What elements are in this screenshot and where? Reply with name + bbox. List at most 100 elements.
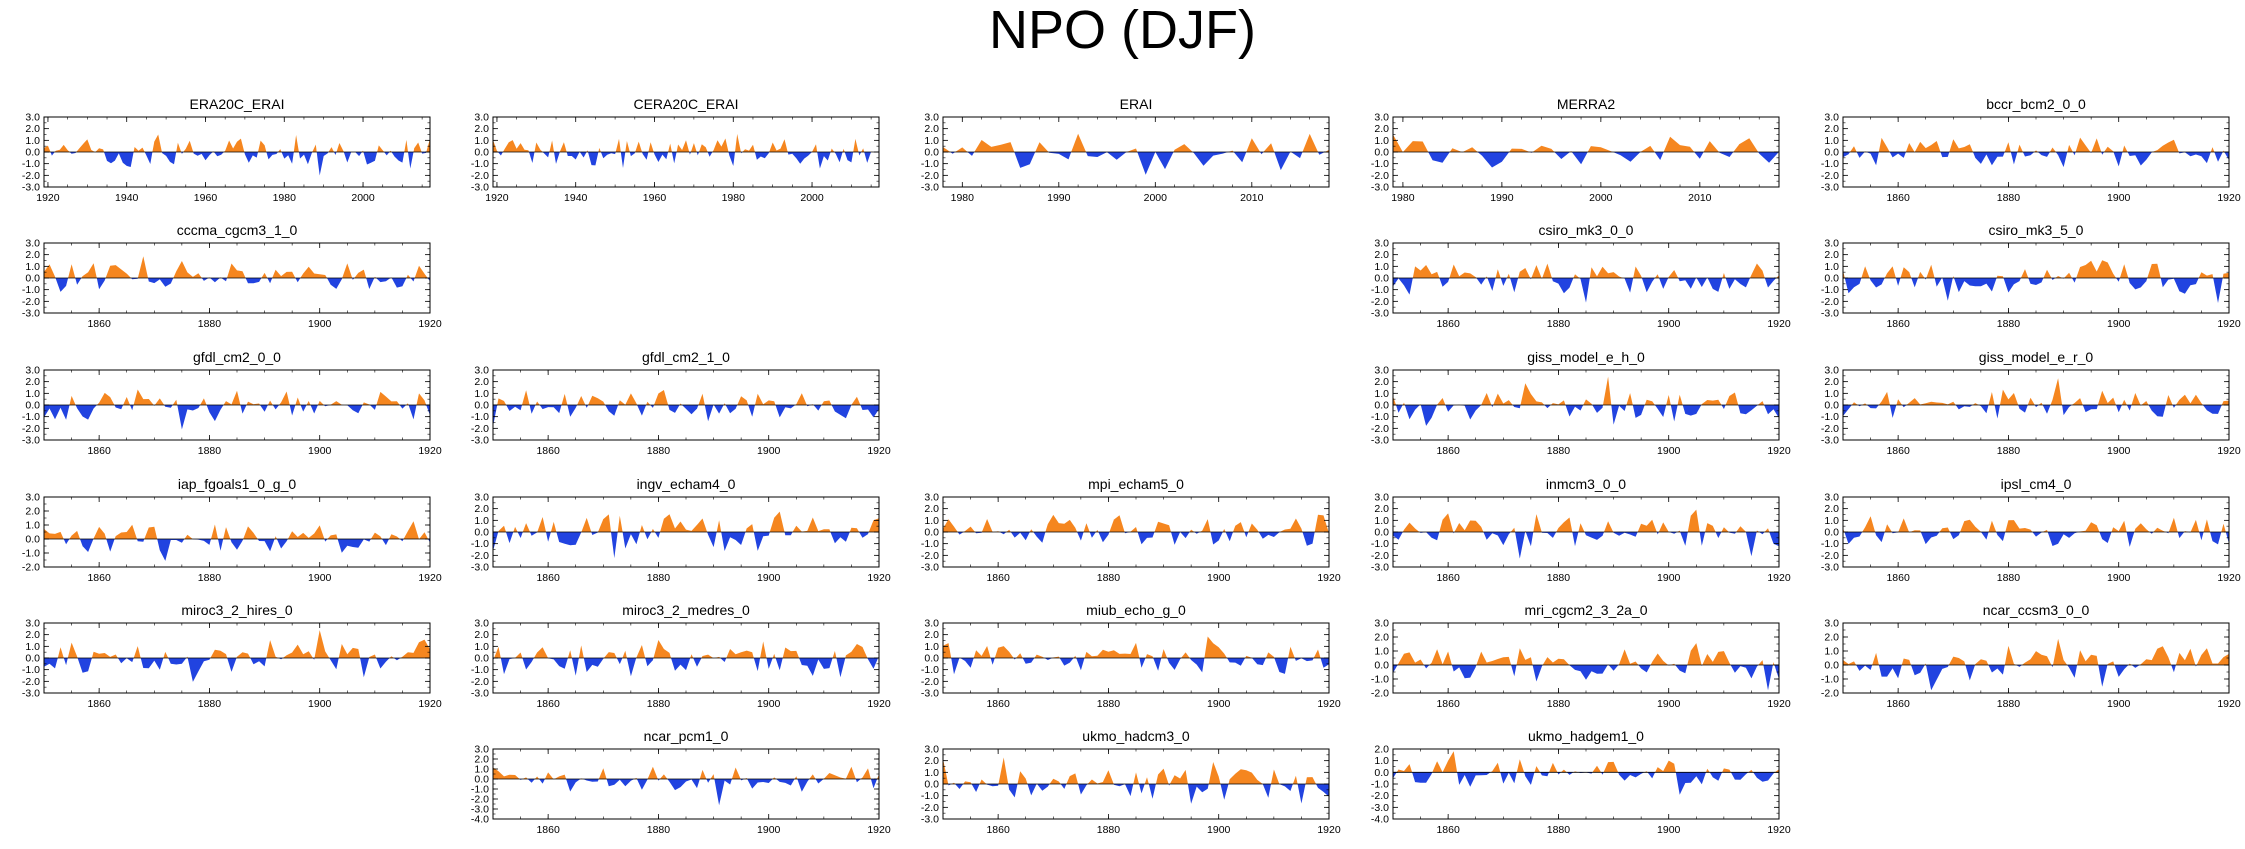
x-tick-label: 2010 [1688, 192, 1712, 204]
positive-anomaly-area [1396, 764, 1413, 773]
positive-anomaly-area [622, 650, 627, 658]
positive-anomaly-area [1109, 515, 1125, 532]
positive-anomaly-area [2064, 272, 2072, 278]
y-tick-label: 3.0 [924, 618, 939, 630]
y-tick-label: -2.0 [921, 802, 939, 814]
positive-anomaly-area [588, 395, 606, 405]
positive-anomaly-area [494, 646, 501, 658]
negative-anomaly-area [2225, 532, 2229, 544]
negative-anomaly-area [667, 779, 700, 791]
positive-anomaly-area [1155, 768, 1169, 784]
y-tick-label: -1.0 [1371, 158, 1389, 170]
negative-anomaly-area [1709, 772, 1723, 781]
negative-anomaly-area [1551, 278, 1574, 294]
negative-anomaly-area [104, 152, 134, 167]
y-tick-label: -1.0 [471, 784, 489, 796]
negative-anomaly-area [813, 405, 822, 411]
positive-anomaly-area [1154, 521, 1171, 532]
x-tick-label: 1920 [867, 824, 891, 836]
negative-anomaly-area [1678, 278, 1696, 289]
negative-anomaly-area [272, 405, 280, 410]
negative-anomaly-area [334, 152, 337, 155]
panel-bccr_bcm2_0_0: bccr_bcm2_0_0 3.02.01.00.0-1.0-2.0-3.0 186… [1821, 96, 2241, 204]
negative-anomaly-area [775, 405, 796, 418]
positive-anomaly-area [1035, 142, 1049, 152]
x-tick-label: 1980 [951, 192, 975, 204]
y-tick-label: -2.0 [1371, 170, 1389, 182]
negative-anomaly-area [1623, 278, 1634, 293]
panel-title: ukmo_hadgem1_0 [1528, 728, 1644, 744]
y-tick-label: 1.0 [1824, 261, 1839, 273]
positive-anomaly-area [578, 645, 584, 658]
negative-anomaly-area [1220, 784, 1229, 800]
y-tick-label: 3.0 [25, 112, 40, 124]
panel-ERAI: ERAI 3.02.01.00.0-1.0-2.0-3.0 1980 1990 2000… [921, 96, 1330, 204]
negative-anomaly-area [245, 278, 262, 284]
x-tick-label: 1990 [1047, 192, 1071, 204]
positive-anomaly-area [2043, 269, 2052, 278]
positive-anomaly-area [782, 647, 800, 658]
negative-anomaly-area [295, 278, 301, 283]
negative-anomaly-area [1227, 658, 1246, 666]
negative-anomaly-area [1044, 658, 1053, 660]
negative-anomaly-area [1973, 152, 2005, 166]
positive-anomaly-area [377, 145, 385, 152]
negative-anomaly-area [720, 658, 727, 662]
positive-anomaly-area [389, 656, 394, 658]
x-tick-label: 1960 [643, 192, 667, 204]
positive-anomaly-area [1901, 658, 1911, 665]
negative-anomaly-area [1532, 665, 1543, 682]
x-tick-label: 1920 [867, 445, 891, 457]
positive-anomaly-area [342, 263, 353, 278]
x-tick-label: 1880 [1547, 318, 1571, 330]
positive-anomaly-area [93, 526, 107, 539]
positive-anomaly-area [618, 393, 638, 405]
negative-anomaly-area [967, 152, 975, 156]
y-tick-label: 1.0 [1824, 388, 1839, 400]
negative-anomaly-area [1037, 784, 1050, 791]
negative-anomaly-area [1027, 784, 1037, 796]
y-tick-label: 0.0 [1824, 527, 1839, 539]
negative-anomaly-area [2099, 532, 2112, 543]
negative-anomaly-area [1866, 152, 1879, 166]
positive-anomaly-area [2221, 400, 2229, 405]
y-tick-label: -2.0 [921, 170, 939, 182]
negative-anomaly-area [693, 658, 702, 667]
positive-anomaly-area [1454, 520, 1484, 532]
panel-title: bccr_bcm2_0_0 [1986, 96, 2086, 112]
x-tick-label: 1920 [36, 192, 60, 204]
x-tick-label: 1900 [757, 445, 781, 457]
positive-anomaly-area [1016, 653, 1023, 658]
negative-anomaly-area [227, 658, 237, 672]
positive-anomaly-area [493, 767, 520, 779]
positive-anomaly-area [550, 521, 557, 532]
negative-anomaly-area [1659, 278, 1669, 289]
panel-inmcm3_0_0: inmcm3_0_0 3.02.01.00.0-1.0-2.0-3.0 1860 18… [1371, 476, 1791, 584]
panel-title: giss_model_e_h_0 [1527, 349, 1645, 365]
negative-anomaly-area [1187, 784, 1209, 804]
negative-anomaly-area [1279, 784, 1293, 791]
positive-anomaly-area [336, 143, 344, 152]
positive-anomaly-area [659, 774, 668, 779]
negative-anomaly-area [858, 152, 862, 156]
y-tick-label: 1.0 [474, 764, 489, 776]
x-tick-label: 1920 [867, 698, 891, 710]
panel-iap_fgoals1_0_g_0: iap_fgoals1_0_g_0 3.0 2.0 1.0 0.0 -1.0 -2.0 186… [22, 476, 442, 584]
y-tick-label: -1.0 [1821, 538, 1839, 550]
negative-anomaly-area [1920, 532, 1940, 545]
positive-anomaly-area [716, 520, 722, 532]
positive-anomaly-area [1006, 529, 1011, 532]
positive-anomaly-area [646, 401, 651, 405]
positive-anomaly-area [1288, 646, 1295, 658]
negative-anomaly-area [506, 405, 522, 411]
panel-title: ipsl_cm4_0 [2001, 476, 2072, 492]
negative-anomaly-area [2082, 405, 2098, 413]
negative-anomaly-area [799, 658, 833, 676]
negative-anomaly-area [148, 278, 174, 287]
negative-anomaly-area [1730, 772, 1749, 780]
negative-anomaly-area [75, 405, 97, 420]
negative-anomaly-area [382, 539, 389, 546]
positive-anomaly-area [2222, 272, 2229, 278]
negative-anomaly-area [548, 658, 568, 669]
positive-anomaly-area [1687, 509, 1700, 532]
